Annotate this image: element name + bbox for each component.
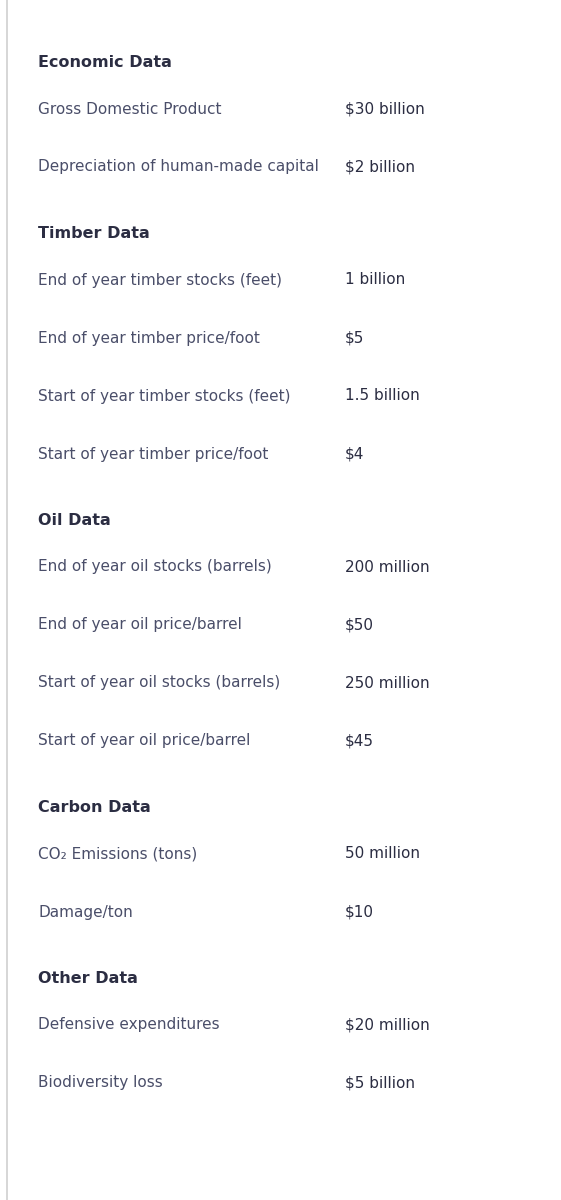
Text: Biodiversity loss: Biodiversity loss [38, 1075, 163, 1091]
Text: Carbon Data: Carbon Data [38, 800, 151, 815]
Text: Oil Data: Oil Data [38, 512, 111, 528]
Text: CO₂ Emissions (tons): CO₂ Emissions (tons) [38, 846, 197, 862]
Text: Gross Domestic Product: Gross Domestic Product [38, 102, 222, 116]
Text: Timber Data: Timber Data [38, 226, 150, 241]
Text: Depreciation of human-made capital: Depreciation of human-made capital [38, 160, 319, 174]
Text: End of year timber price/foot: End of year timber price/foot [38, 330, 260, 346]
Text: $5 billion: $5 billion [345, 1075, 415, 1091]
Text: $10: $10 [345, 905, 374, 919]
Text: 250 million: 250 million [345, 676, 430, 690]
Text: 1.5 billion: 1.5 billion [345, 389, 420, 403]
Text: $30 billion: $30 billion [345, 102, 425, 116]
Text: End of year timber stocks (feet): End of year timber stocks (feet) [38, 272, 282, 288]
Text: $20 million: $20 million [345, 1018, 430, 1032]
Text: End of year oil stocks (barrels): End of year oil stocks (barrels) [38, 559, 272, 575]
Text: Start of year oil price/barrel: Start of year oil price/barrel [38, 733, 251, 749]
Text: 200 million: 200 million [345, 559, 430, 575]
Text: Other Data: Other Data [38, 971, 138, 986]
Text: $2 billion: $2 billion [345, 160, 415, 174]
Text: $50: $50 [345, 618, 374, 632]
Text: 50 million: 50 million [345, 846, 420, 862]
Text: Economic Data: Economic Data [38, 55, 172, 70]
Text: Start of year timber price/foot: Start of year timber price/foot [38, 446, 269, 462]
Text: End of year oil price/barrel: End of year oil price/barrel [38, 618, 242, 632]
Text: 1 billion: 1 billion [345, 272, 405, 288]
Text: Defensive expenditures: Defensive expenditures [38, 1018, 220, 1032]
Text: $5: $5 [345, 330, 365, 346]
Text: Start of year oil stocks (barrels): Start of year oil stocks (barrels) [38, 676, 280, 690]
Text: $4: $4 [345, 446, 365, 462]
Text: Start of year timber stocks (feet): Start of year timber stocks (feet) [38, 389, 291, 403]
Text: $45: $45 [345, 733, 374, 749]
Text: Damage/ton: Damage/ton [38, 905, 133, 919]
